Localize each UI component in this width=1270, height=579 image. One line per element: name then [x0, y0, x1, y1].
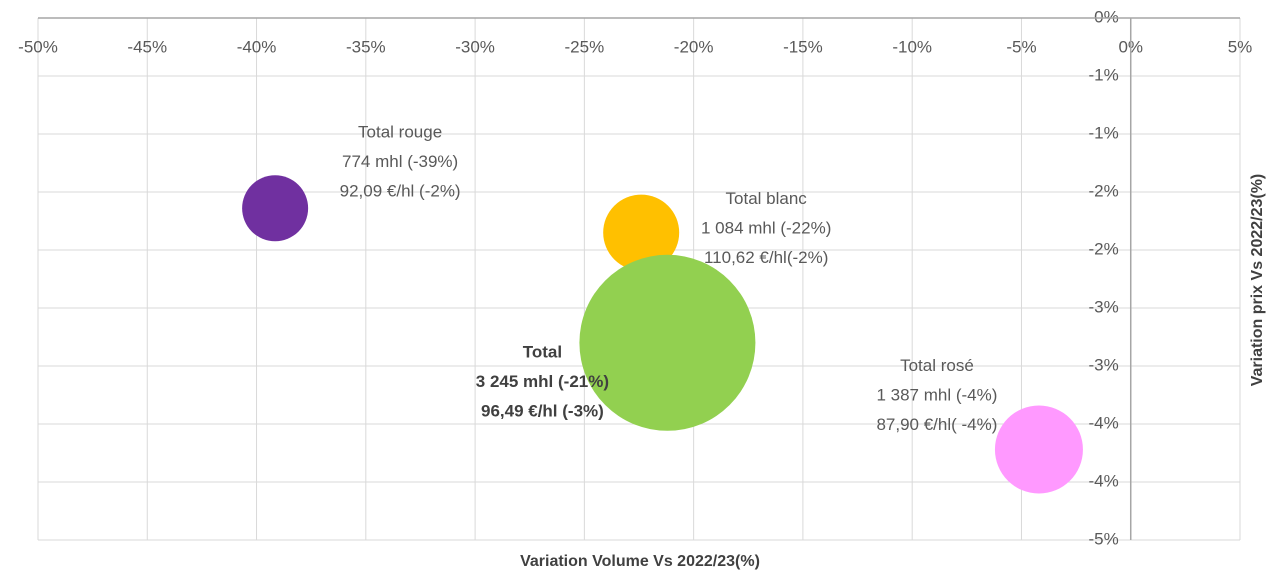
x-tick-label: -50%: [18, 37, 58, 56]
bubble: [994, 405, 1083, 494]
bubble: [242, 175, 309, 242]
y-tick-label: -1%: [1088, 65, 1118, 84]
bubble-label-name: Total: [523, 342, 562, 361]
x-tick-label: -35%: [346, 37, 386, 56]
y-tick-label: -3%: [1088, 297, 1118, 316]
bubble-label: 1 387 mhl (-4%): [876, 386, 997, 405]
bubble-label: 96,49 €/hl (-3%): [481, 401, 604, 420]
x-tick-label: -15%: [783, 37, 823, 56]
x-tick-label: -20%: [674, 37, 714, 56]
x-axis-title: Variation Volume Vs 2022/23(%): [520, 553, 760, 570]
x-tick-label: -25%: [565, 37, 605, 56]
y-tick-label: -2%: [1088, 181, 1118, 200]
bubble-label: 774 mhl (-39%): [342, 152, 458, 171]
x-tick-label: -10%: [892, 37, 932, 56]
x-tick-label: -5%: [1006, 37, 1036, 56]
x-tick-label: -45%: [127, 37, 167, 56]
y-tick-label: -5%: [1088, 529, 1118, 548]
bubble-label: 1 084 mhl (-22%): [701, 219, 831, 238]
x-tick-label: -30%: [455, 37, 495, 56]
y-tick-label: -1%: [1088, 123, 1118, 142]
bubble-label: 3 245 mhl (-21%): [476, 372, 609, 391]
bubble-label: 110,62 €/hl(-2%): [704, 248, 828, 267]
bubble-label-name: Total blanc: [726, 189, 808, 208]
y-axis-title: Variation prix Vs 2022/23(%): [1249, 174, 1266, 387]
bubble-label: 87,90 €/hl( -4%): [876, 415, 997, 434]
y-tick-label: 0%: [1094, 7, 1119, 26]
bubble-label: 92,09 €/hl (-2%): [340, 182, 461, 201]
y-tick-label: -3%: [1088, 355, 1118, 374]
x-tick-label: 5%: [1228, 37, 1253, 56]
y-tick-label: -4%: [1088, 413, 1118, 432]
y-tick-label: -2%: [1088, 239, 1118, 258]
bubble: [603, 194, 680, 271]
y-tick-label: -4%: [1088, 471, 1118, 490]
bubble-label-name: Total rosé: [900, 356, 974, 375]
bubble-label-name: Total rouge: [358, 123, 442, 142]
bubble: [579, 254, 756, 431]
x-tick-label: -40%: [237, 37, 277, 56]
